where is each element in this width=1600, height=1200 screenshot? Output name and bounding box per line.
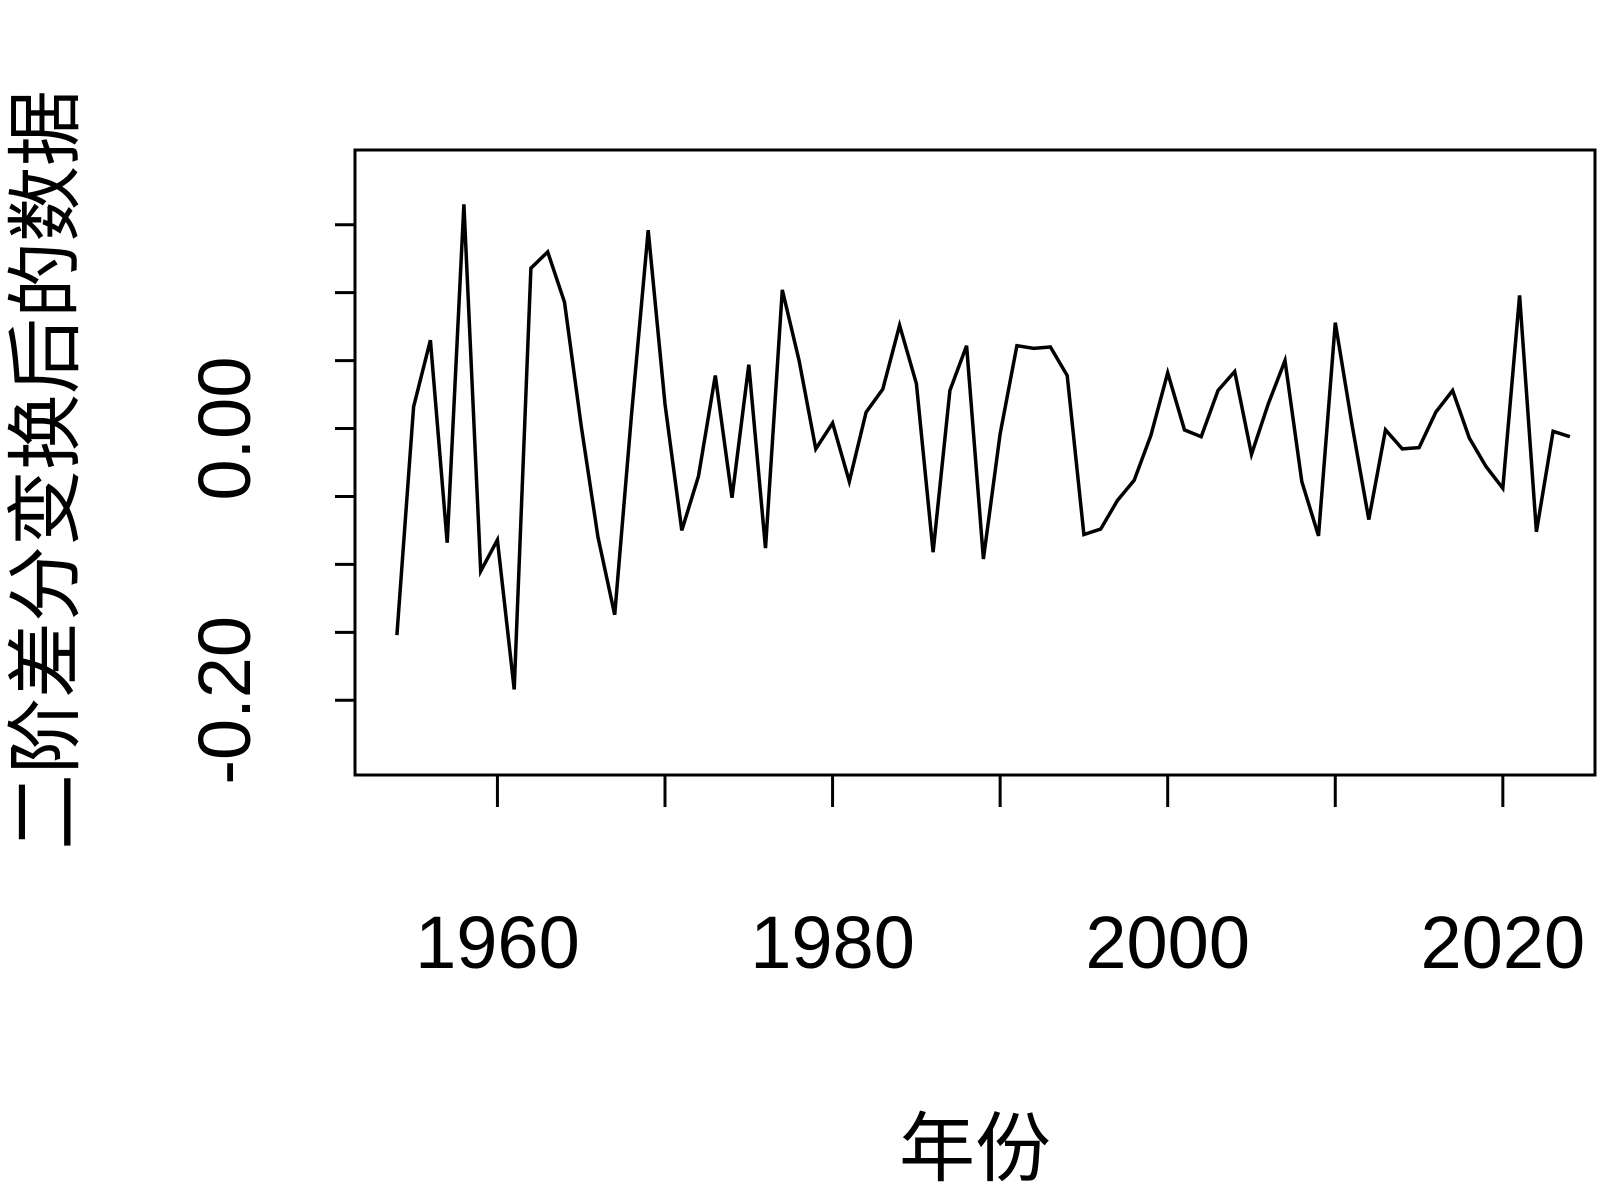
y-tick-label: -0.20	[183, 616, 266, 785]
x-tick-label: 2020	[1421, 901, 1586, 984]
x-axis-title: 年份	[899, 1104, 1051, 1193]
x-axis: 1960 1980 2000 2020	[415, 773, 1586, 984]
x-tick-label: 1980	[750, 901, 915, 984]
y-tick-label: 0.00	[183, 357, 266, 501]
series-group	[395, 204, 1571, 690]
x-tick-label: 1960	[415, 901, 580, 984]
series-line	[395, 204, 1571, 690]
y-axis: -0.20 0.00	[183, 196, 357, 785]
x-tick-label: 2000	[1085, 901, 1250, 984]
y-axis-title: 二阶差分变换后的数据	[1, 90, 90, 850]
